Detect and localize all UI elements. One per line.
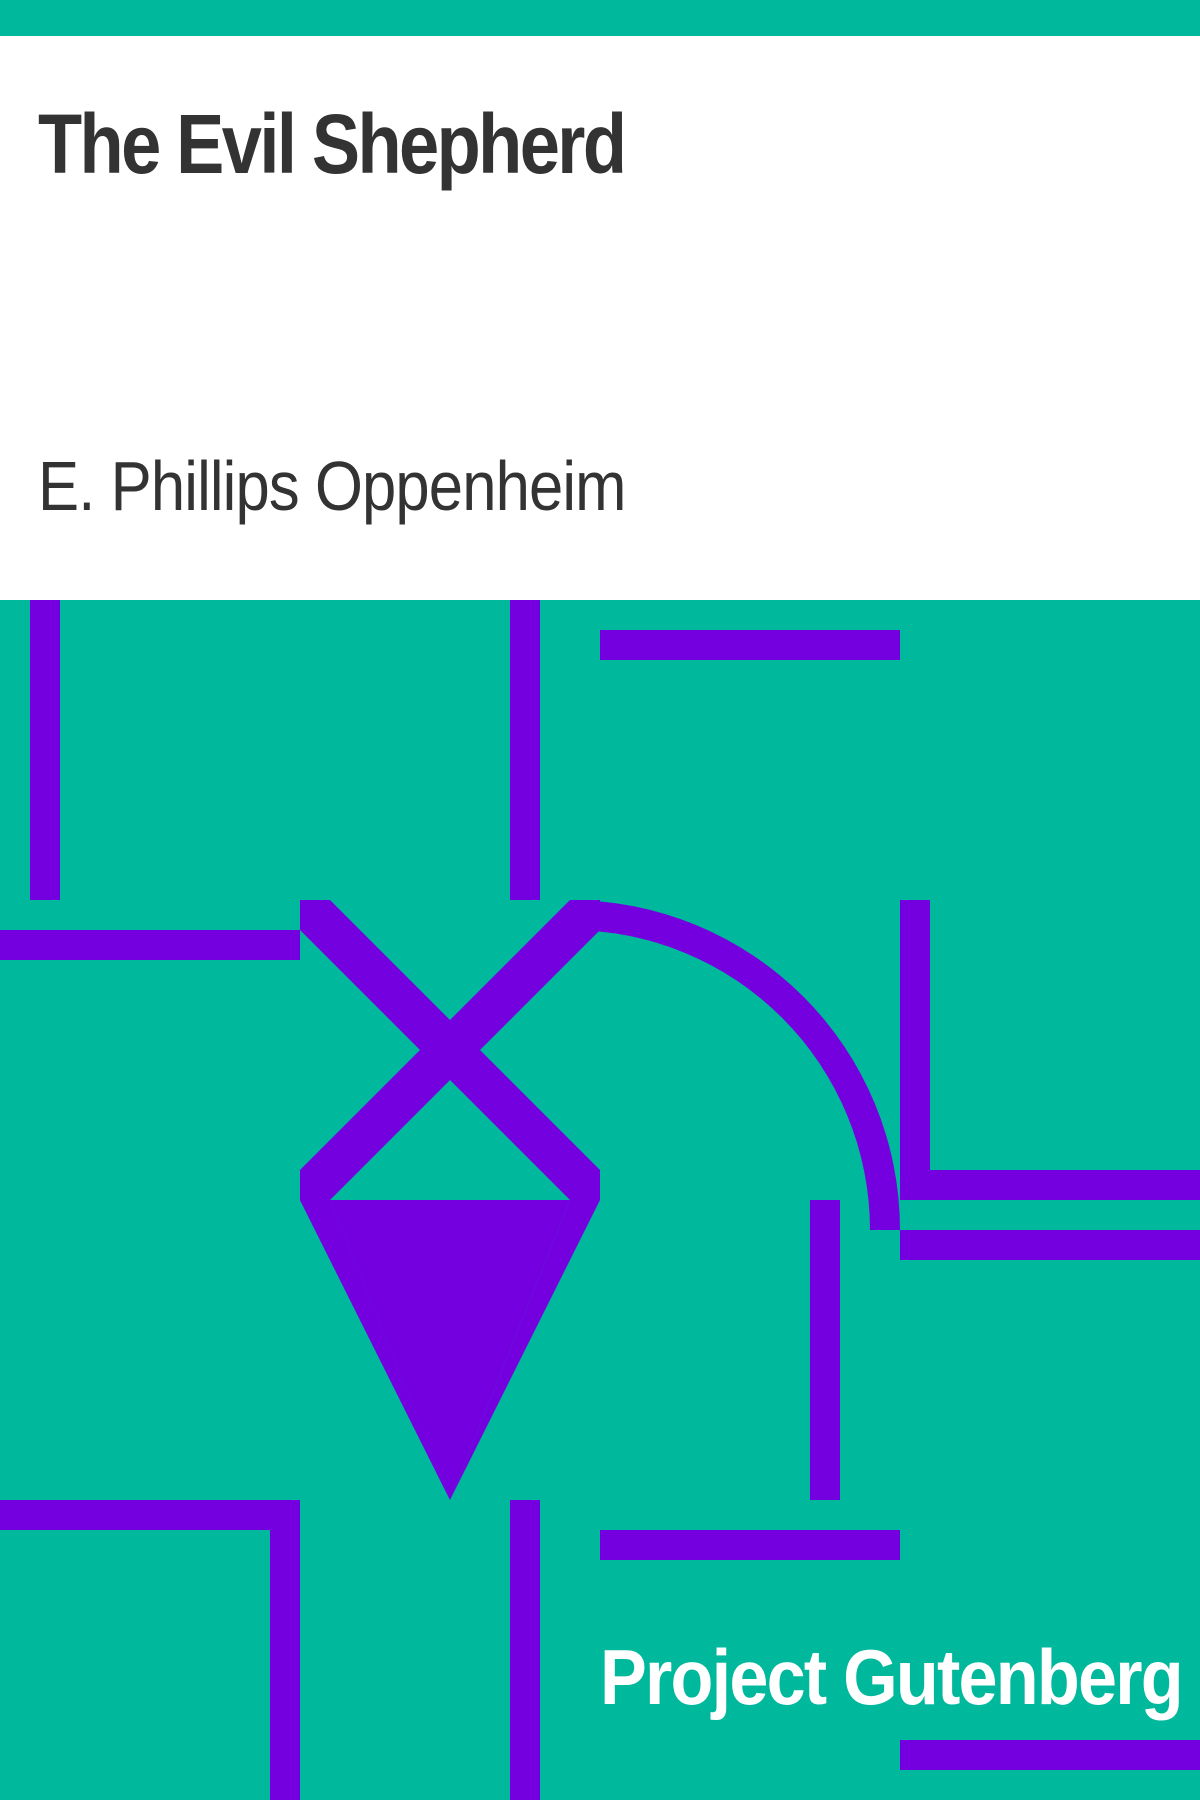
bar-top-center-vertical xyxy=(510,600,540,900)
bar-center-right-vertical xyxy=(810,1200,840,1500)
bar-right-upper-horizontal xyxy=(900,1170,1200,1200)
triangle-left-flank xyxy=(300,1170,450,1500)
bar-bottom-right-horizontal xyxy=(600,1530,900,1560)
bar-bottom-center-vertical xyxy=(510,1500,540,1800)
bar-top-left-vertical xyxy=(30,600,60,900)
bar-mid-left-horizontal xyxy=(0,930,300,960)
bracket-bottom-left xyxy=(0,1500,300,1800)
top-color-strip xyxy=(0,0,1200,36)
inverted-triangle xyxy=(330,1200,570,1500)
triangle-right-flank xyxy=(450,1170,600,1500)
bar-right-vertical xyxy=(900,900,930,1200)
title-panel: The Evil Shepherd E. Phillips Oppenheim xyxy=(0,36,1200,600)
bar-bottom-corner-horizontal xyxy=(900,1740,1200,1770)
bar-right-lower-horizontal xyxy=(900,1230,1200,1260)
book-author: E. Phillips Oppenheim xyxy=(38,447,626,525)
publisher-label: Project Gutenberg xyxy=(600,1633,1184,1721)
bar-top-right-horizontal xyxy=(600,630,900,660)
cross-stroke-b xyxy=(300,900,600,1200)
geometric-pattern xyxy=(0,600,1200,1800)
quarter-arc xyxy=(570,900,900,1230)
book-title: The Evil Shepherd xyxy=(38,97,627,191)
